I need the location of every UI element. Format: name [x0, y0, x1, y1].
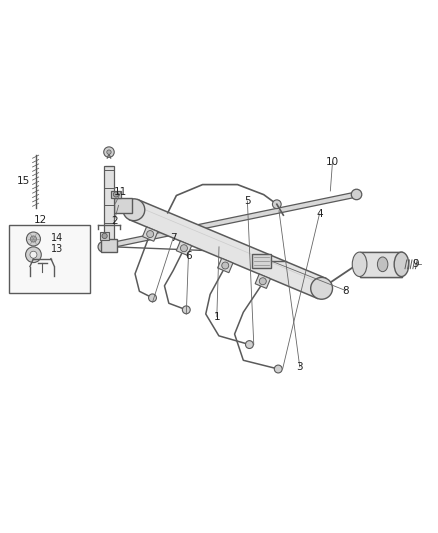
Text: 13: 13: [51, 244, 63, 254]
Text: 2: 2: [111, 216, 117, 225]
Bar: [360, 252, 402, 277]
Text: 4: 4: [316, 209, 323, 219]
Bar: [10, 225, 90, 293]
Circle shape: [182, 306, 190, 314]
Bar: [176, 241, 191, 255]
Circle shape: [259, 278, 266, 285]
Circle shape: [148, 294, 156, 302]
Text: 11: 11: [114, 187, 127, 197]
Circle shape: [102, 233, 107, 239]
Ellipse shape: [352, 252, 367, 277]
Text: 3: 3: [297, 362, 303, 372]
Circle shape: [311, 277, 332, 299]
Circle shape: [147, 231, 154, 238]
Circle shape: [104, 147, 114, 157]
Circle shape: [30, 236, 36, 242]
Circle shape: [113, 192, 119, 197]
Bar: [252, 254, 271, 269]
Circle shape: [222, 262, 229, 269]
Text: 12: 12: [33, 215, 46, 225]
Text: 9: 9: [412, 260, 419, 269]
Circle shape: [98, 241, 109, 252]
Circle shape: [107, 150, 111, 154]
Circle shape: [180, 245, 187, 252]
Text: 14: 14: [51, 233, 63, 243]
Circle shape: [245, 341, 253, 349]
Text: 15: 15: [17, 176, 31, 187]
Circle shape: [123, 199, 145, 221]
Ellipse shape: [378, 257, 388, 272]
Bar: [114, 198, 132, 213]
Bar: [142, 227, 158, 241]
Ellipse shape: [394, 252, 409, 277]
Circle shape: [351, 189, 362, 200]
Circle shape: [272, 200, 281, 208]
Circle shape: [30, 251, 37, 258]
Text: 5: 5: [244, 196, 251, 206]
Circle shape: [274, 365, 282, 373]
Text: 7: 7: [170, 233, 177, 243]
Text: 1: 1: [213, 312, 220, 322]
Text: 10: 10: [326, 157, 339, 167]
Circle shape: [26, 232, 40, 246]
Circle shape: [25, 247, 41, 263]
Bar: [218, 259, 233, 273]
Bar: [101, 239, 117, 252]
Text: 8: 8: [343, 286, 349, 295]
Polygon shape: [103, 192, 357, 249]
Bar: [111, 190, 121, 198]
Bar: [100, 232, 110, 240]
Polygon shape: [130, 200, 326, 298]
Text: 6: 6: [185, 251, 192, 261]
Bar: [104, 166, 114, 240]
Bar: [255, 274, 270, 288]
